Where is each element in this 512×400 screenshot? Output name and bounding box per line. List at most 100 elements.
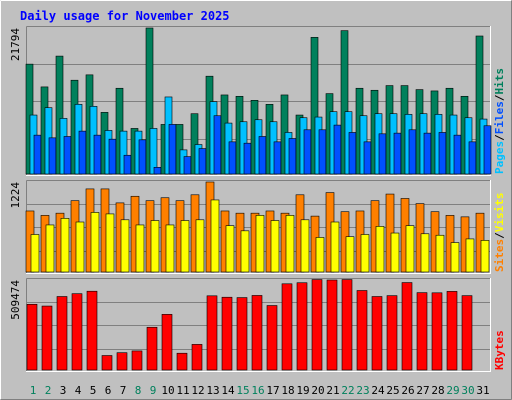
bar-pages-day-13 [213,115,222,175]
bar-pages-day-30 [468,141,477,175]
day-label-8: 8 [135,384,142,397]
bar-kbytes-day-19 [296,282,308,371]
day-label-12: 12 [191,384,204,397]
day-label-16: 16 [251,384,264,397]
bar-kbytes-day-30 [461,295,473,371]
day-label-10: 10 [161,384,174,397]
day-label-11: 11 [176,384,189,397]
bar-pages-day-17 [273,141,282,175]
ymax-label-visits-sites: 1224 [9,182,22,209]
bar-pages-day-10 [168,124,177,175]
bar-kbytes-day-29 [446,291,458,371]
day-label-30: 30 [461,384,474,397]
bar-files-day-9 [149,128,158,175]
bar-sites-day-4 [75,221,85,273]
bar-pages-day-29 [453,134,462,175]
bar-sites-day-12 [195,219,205,273]
day-label-27: 27 [416,384,429,397]
bar-kbytes-day-18 [281,283,293,371]
day-label-28: 28 [431,384,444,397]
bar-kbytes-day-7 [116,352,128,371]
bar-kbytes-day-26 [401,282,413,371]
bar-sites-day-9 [150,220,160,273]
day-label-7: 7 [120,384,127,397]
bar-sites-day-27 [420,233,430,273]
bar-kbytes-day-2 [41,305,53,371]
day-label-14: 14 [221,384,235,397]
bar-sites-day-24 [375,226,385,273]
bar-kbytes-day-14 [221,296,233,371]
day-label-24: 24 [371,384,385,397]
bar-pages-day-7 [123,154,132,175]
legend-entry-kbytes: KBytes [493,330,506,370]
bar-pages-day-15 [243,142,252,175]
bar-hits-day-31 [475,35,484,175]
day-label-3: 3 [60,384,67,397]
bar-kbytes-day-15 [236,297,248,371]
ymax-label-kbytes: 509474 [9,280,22,320]
bar-kbytes-day-5 [86,290,98,371]
bar-kbytes-day-24 [371,296,383,371]
bar-kbytes-day-10 [161,314,173,371]
bar-kbytes-day-4 [71,293,83,371]
bar-kbytes-day-12 [191,344,203,371]
bar-hits-day-11 [175,124,184,175]
bar-pages-day-6 [108,138,117,175]
day-label-20: 20 [311,384,324,397]
day-label-23: 23 [356,384,369,397]
bar-sites-day-14 [225,225,235,273]
bar-kbytes-day-28 [431,292,443,371]
bar-pages-day-27 [423,132,432,175]
ymax-label-hits-files-pages: 21794 [9,28,22,61]
bar-kbytes-day-11 [176,352,188,371]
bar-pages-day-5 [93,134,102,175]
bar-sites-day-17 [270,220,280,273]
bar-sites-day-21 [330,221,340,273]
bar-pages-day-14 [228,141,237,175]
bar-pages-day-31 [483,125,492,175]
day-label-22: 22 [341,384,354,397]
bar-sites-day-15 [240,230,250,273]
day-label-17: 17 [266,384,279,397]
bar-sites-day-31 [480,240,490,273]
bar-sites-day-16 [255,215,265,273]
bar-pages-day-25 [393,132,402,175]
legend-kbytes: KBytes [493,330,506,370]
day-label-29: 29 [446,384,459,397]
day-label-2: 2 [45,384,52,397]
bar-pages-day-20 [318,129,327,175]
bar-sites-day-22 [345,236,355,273]
bar-sites-day-25 [390,232,400,273]
bar-sites-day-8 [135,224,145,273]
day-label-18: 18 [281,384,294,397]
bar-sites-day-10 [165,224,175,273]
bar-kbytes-day-1 [26,303,38,371]
bar-pages-day-3 [63,136,72,175]
bar-pages-day-4 [78,130,87,175]
bar-sites-day-29 [450,242,460,273]
bar-pages-day-16 [258,136,267,175]
day-label-15: 15 [236,384,249,397]
bar-kbytes-day-9 [146,326,158,371]
bar-pages-day-2 [48,137,57,175]
bar-pages-day-22 [348,132,357,175]
day-label-5: 5 [90,384,97,397]
bar-sites-day-2 [45,224,55,273]
legend-entry-pages: Pages [493,141,506,174]
bar-files-day-7 [119,130,128,175]
bar-sites-day-20 [315,237,325,273]
legend-entry-sites: Sites [493,239,506,272]
day-label-25: 25 [386,384,399,397]
bar-kbytes-day-8 [131,350,143,371]
day-label-9: 9 [150,384,157,397]
bar-sites-day-6 [105,213,115,273]
bar-sites-day-30 [465,238,475,273]
day-label-21: 21 [326,384,339,397]
bar-kbytes-day-6 [101,355,113,371]
bar-sites-day-13 [210,199,220,273]
bar-kbytes-day-20 [311,279,323,371]
legend-entry-files: Files [493,101,506,134]
bar-kbytes-day-13 [206,295,218,371]
bar-pages-day-18 [288,138,297,175]
bar-kbytes-day-16 [251,295,263,371]
